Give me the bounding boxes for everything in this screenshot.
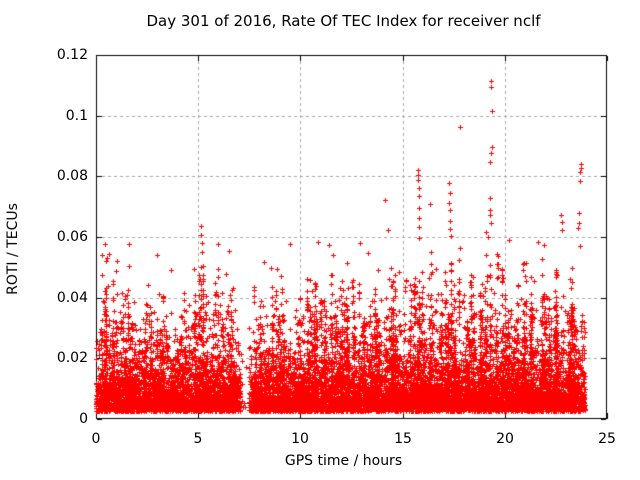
y-tick-label: 0.04 [56,290,88,306]
x-tick-label: 20 [496,431,514,447]
y-axis-label: ROTI / TECUs [5,203,21,295]
y-tick-label: 0.08 [56,168,88,184]
y-tick-label: 0 [79,411,88,427]
y-tick-label: 0.02 [56,350,88,366]
x-tick-label: 5 [193,431,203,447]
y-tick-label: 0.12 [56,47,88,63]
y-tick-label: 0.1 [65,108,88,124]
x-axis-label: GPS time / hours [284,453,403,469]
chart-title: Day 301 of 2016, Rate Of TEC Index for r… [146,12,541,30]
x-tick-label: 15 [394,431,412,447]
x-tick-label: 0 [91,431,101,447]
x-tick-label: 25 [598,431,616,447]
x-tick-label: 10 [291,431,309,447]
y-tick-label: 0.06 [56,229,88,245]
